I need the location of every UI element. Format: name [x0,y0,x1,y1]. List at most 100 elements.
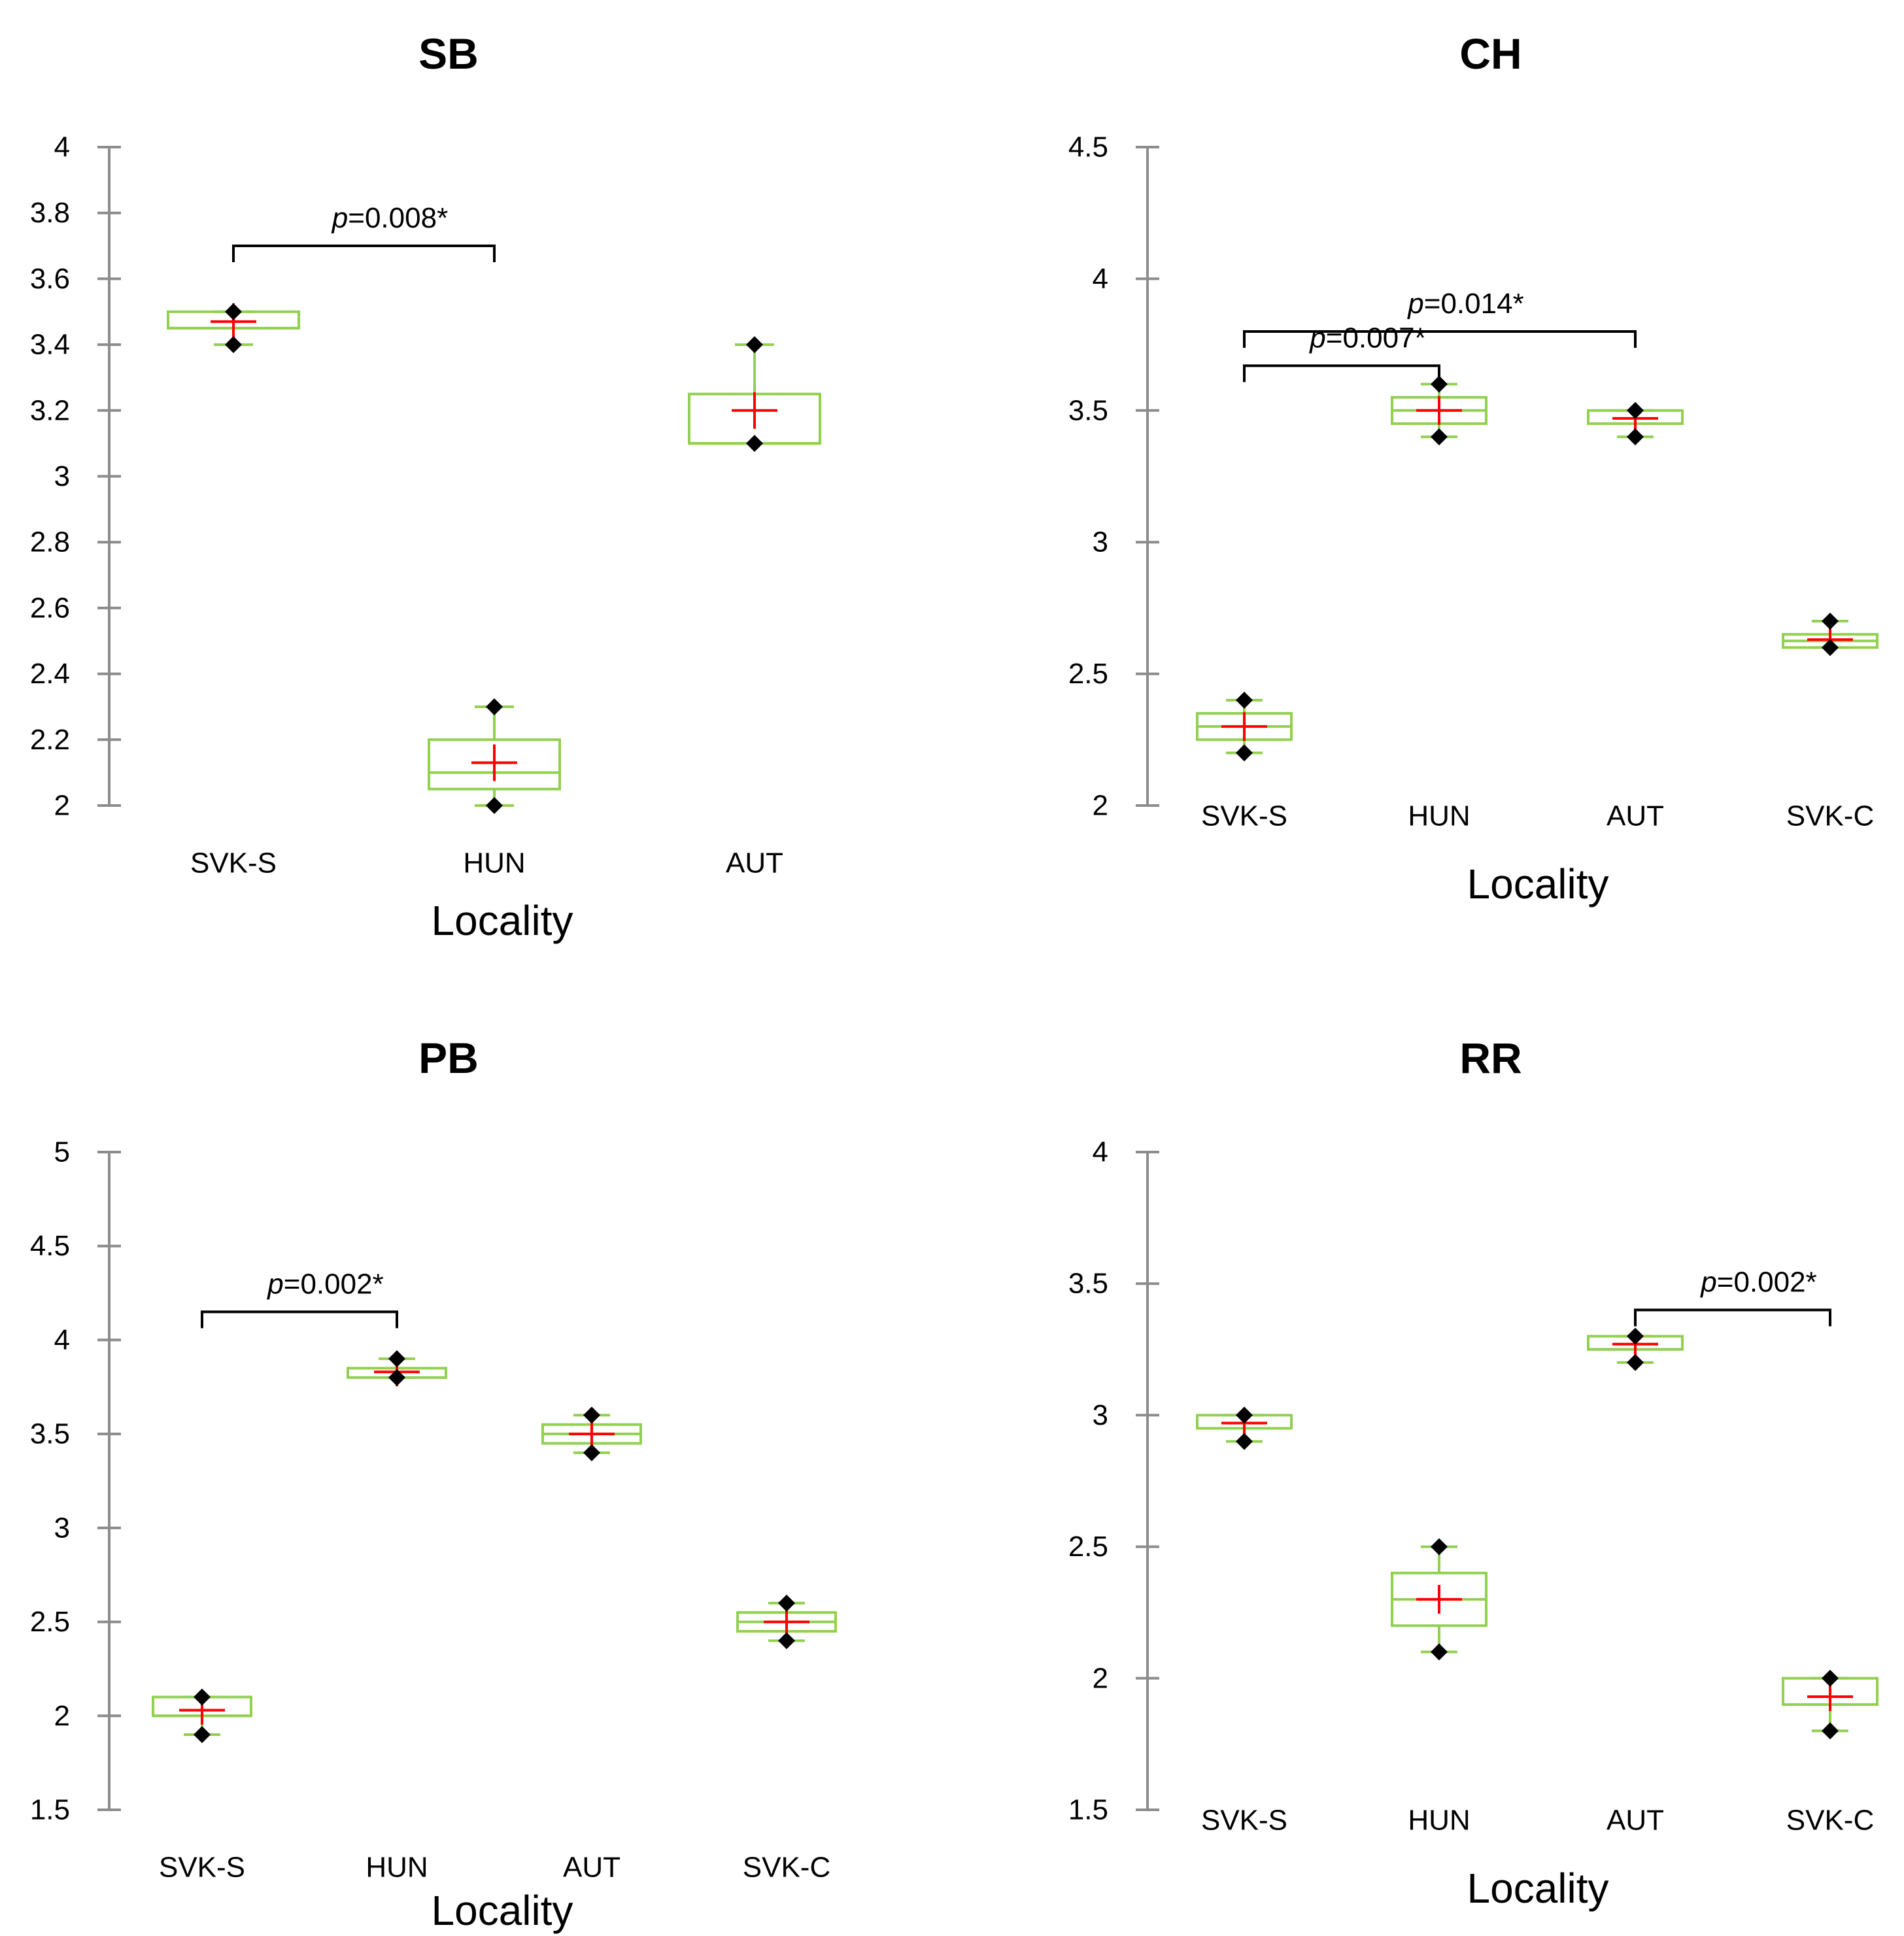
box-svk-s [167,303,300,354]
panel-title: CH [1459,29,1522,78]
bracket-line [201,1310,398,1329]
y-tick-label: 3.5 [1068,394,1108,426]
bracket-line [232,245,496,263]
p-value: =0.002* [1717,1266,1817,1298]
y-tick-label: 2.4 [30,658,70,690]
p-symbol: p [1406,288,1423,320]
y-tick-label: 2 [1093,1662,1108,1694]
data-point [1431,428,1448,446]
p-symbol: p [1308,322,1325,354]
y-tick-label: 3.4 [30,329,70,361]
p-value-label: p=0.002* [1699,1266,1816,1298]
y-tick-label: 4.5 [30,1230,70,1262]
p-value-label: p=0.002* [266,1268,383,1300]
panel-title: RR [1459,1034,1522,1082]
box-svk-s [1196,1406,1293,1450]
panel-title: SB [418,29,479,78]
p-value: =0.014* [1424,288,1524,320]
y-tick-label: 3.5 [1068,1268,1108,1300]
box-svk-c [1782,613,1878,656]
data-point [194,1688,211,1706]
box-svk-s [1196,691,1293,762]
x-axis-title: Locality [1467,1865,1609,1912]
category-label: AUT [1606,800,1664,832]
box-hun [1391,375,1488,446]
p-value: =0.002* [284,1268,384,1300]
y-tick-label: 2.6 [30,592,70,624]
box-aut [1587,1327,1684,1371]
panel-sb: SB 2 2.2 2.4 2.6 2.8 3 3.2 3.4 3.6 3.8 4 SVK-S HUN AUT… [30,29,821,944]
data-point [1236,691,1253,709]
data-point [1431,1538,1448,1555]
y-tick-label: 2.2 [30,724,70,756]
x-axis-title: Locality [432,1887,573,1934]
category-label: AUT [563,1852,620,1884]
y-tick-label: 4.5 [1068,131,1108,163]
y-tick-label: 4 [54,131,70,163]
y-tick-label: 3.6 [30,263,70,295]
data-point [225,336,242,354]
data-point [225,303,242,320]
data-point [1822,613,1839,630]
y-tick-label: 2 [1093,790,1108,822]
y-tick-label: 3 [54,460,70,492]
y-tick-label: 2.8 [30,526,70,558]
significance-bracket: p=0.002* [201,1268,398,1329]
category-label: SVK-S [159,1852,245,1884]
data-point [746,435,763,452]
x-axis-title: Locality [1467,860,1609,908]
category-label: SVK-C [743,1852,830,1884]
y-tick-label: 1.5 [30,1794,70,1826]
p-value: =0.007* [1326,322,1426,354]
category-label: AUT [1606,1805,1664,1837]
p-value-label: p=0.007* [1308,322,1425,354]
significance-bracket: p=0.014* [1243,288,1637,348]
box-svk-c [1782,1669,1878,1740]
category-label: SVK-C [1786,1805,1874,1837]
y-tick-label: 2 [54,790,70,822]
p-symbol: p [331,202,348,234]
panel-rr: RR 1.5 2 2.5 3 3.5 4 SVK-S HUN AUT SVK-C Locality p=… [1068,1034,1878,1912]
y-tick-label: 3 [1093,1399,1108,1431]
data-point [583,1444,600,1461]
data-point [1627,428,1644,446]
data-point [1236,1433,1253,1450]
data-point [194,1726,211,1744]
data-point [1822,1669,1839,1687]
y-tick-label: 2.5 [1068,658,1108,690]
category-label: HUN [366,1852,428,1884]
y-tick-label: 4 [54,1324,70,1356]
box-svk-s [152,1688,252,1744]
data-point [778,1594,795,1612]
data-point [388,1368,405,1386]
bracket-line [1243,364,1440,382]
bracket-line [1243,330,1637,348]
category-label: HUN [463,847,525,879]
data-point [1627,1353,1644,1371]
data-point [778,1632,795,1650]
x-axis-title: Locality [432,897,573,944]
data-point [1236,1406,1253,1424]
data-point [1431,375,1448,393]
category-label: HUN [1408,800,1470,832]
category-label: SVK-S [1201,800,1287,832]
category-label: SVK-S [1201,1805,1287,1837]
data-point [1627,401,1644,419]
y-tick-label: 3.5 [30,1418,70,1450]
panel-pb: PB 1.5 2 2.5 3 3.5 4 4.5 5 SVK-S HUN AUT SVK-C Locali… [30,1034,837,1934]
box-aut [688,336,821,452]
p-symbol: p [1699,1266,1716,1298]
data-point [746,336,763,354]
data-point [486,797,503,814]
box-aut [1587,401,1684,446]
significance-bracket: p=0.007* [1243,322,1440,382]
box-hun [428,698,561,814]
y-tick-label: 1.5 [1068,1794,1108,1826]
significance-bracket: p=0.002* [1634,1266,1831,1327]
significance-bracket: p=0.008* [232,202,496,263]
panel-title: PB [418,1034,479,1082]
category-label: HUN [1408,1805,1470,1837]
p-symbol: p [266,1268,283,1300]
